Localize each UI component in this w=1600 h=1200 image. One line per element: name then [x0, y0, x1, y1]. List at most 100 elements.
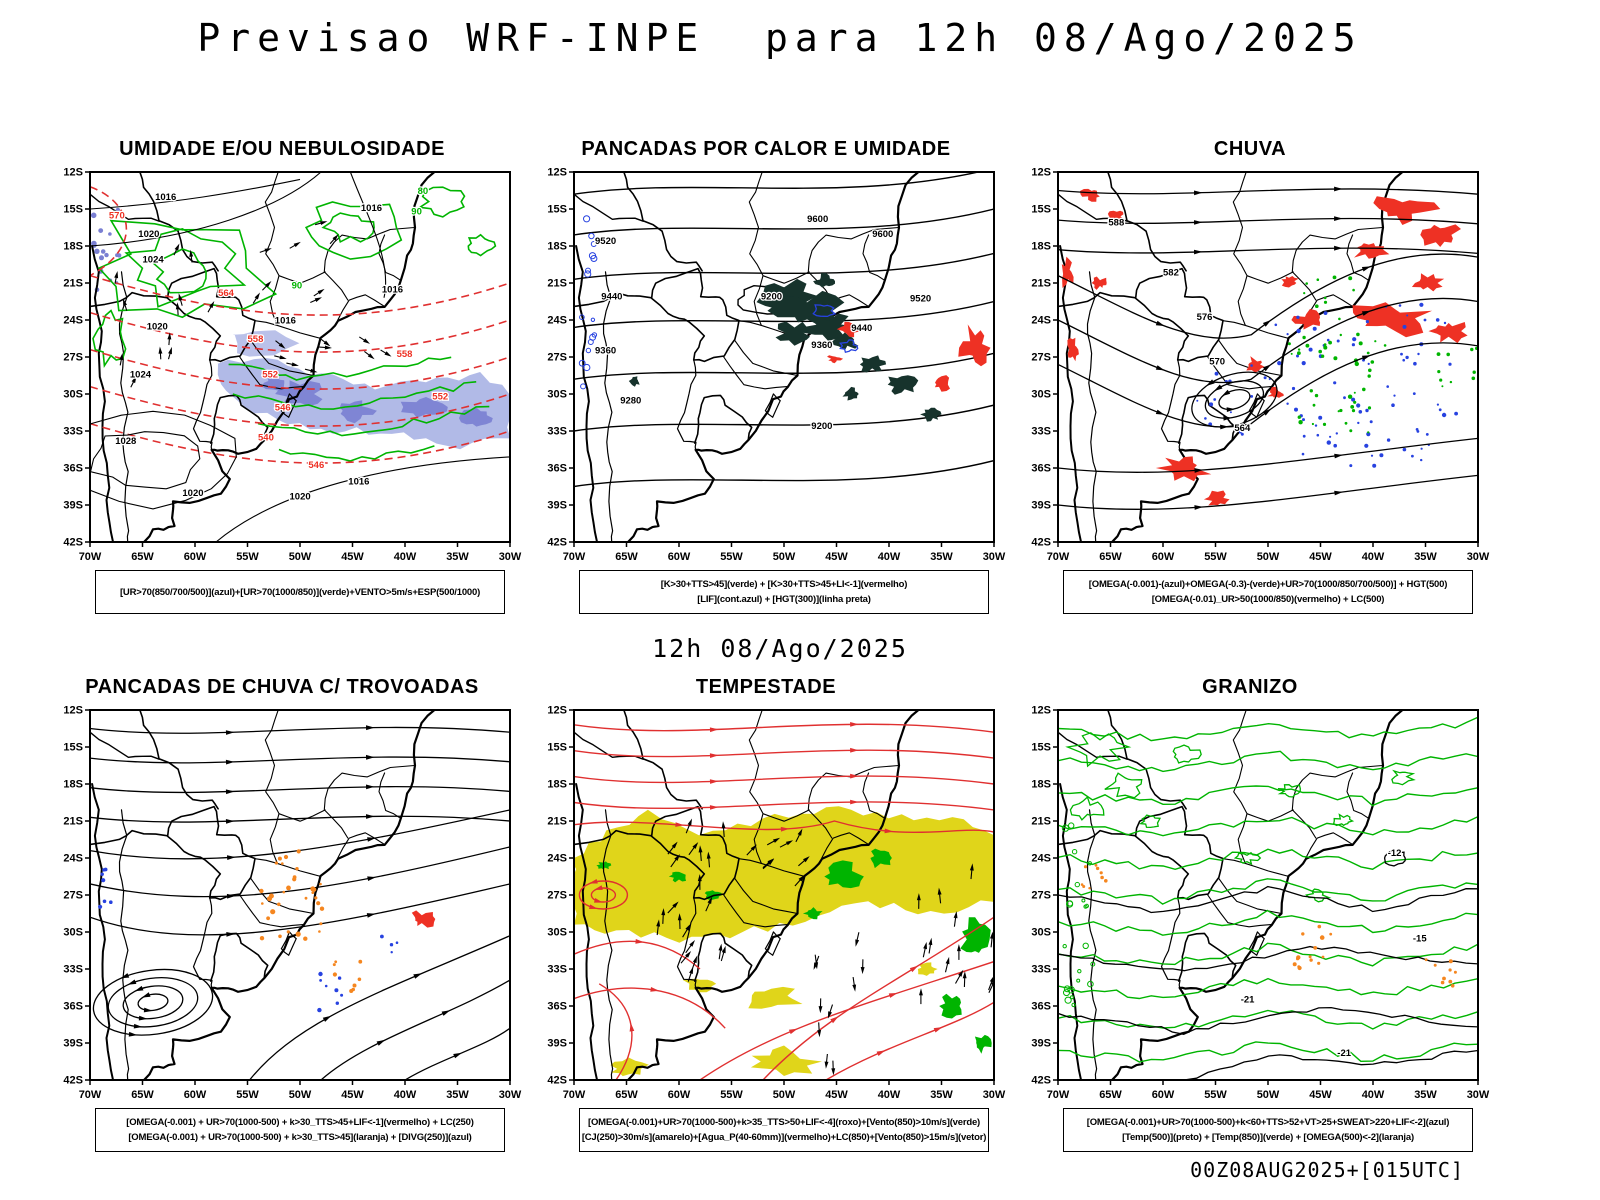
panel-tempestade: TEMPESTADE 12S 15S 18S 21S 24S 27S 30S 33S 36S 39S… [524, 676, 1008, 1152]
lat-axis-label: 12S [1031, 705, 1051, 717]
lon-axis-label: 60W [668, 551, 691, 563]
map-geography [574, 710, 920, 1080]
map-geography [1058, 710, 1404, 1080]
lat-axis-label: 36S [63, 463, 83, 475]
lon-axis-label: 35W [446, 1089, 469, 1101]
lat-axis-label: 27S [1031, 352, 1051, 364]
panel-title-umidade: UMIDADE E/OU NEBULOSIDADE [119, 138, 445, 160]
caption-line: [K>30+TTS>45](verde) + [K>30+TTS>45+LI<-… [660, 579, 908, 590]
contour-label: 1028 [115, 436, 136, 447]
panel-title-tempestade: TEMPESTADE [695, 676, 837, 698]
map-overlays [574, 172, 994, 488]
lon-axis-label: 55W [236, 551, 259, 563]
caption-line: [LIF](cont.azul) + [HGT(300)](linha pret… [697, 594, 871, 605]
map-tempestade: 12S 15S 18S 21S 24S 27S 30S 33S 36S 39S 42S 70W 65W 6… [547, 705, 1006, 1102]
lat-axis-label: 30S [63, 927, 83, 939]
map-geography [90, 710, 436, 1080]
lon-axis-label: 50W [773, 551, 796, 563]
lat-axis-label: 21S [547, 278, 567, 290]
caption-pancadas: [K>30+TTS>45](verde) + [K>30+TTS>45+LI<-… [579, 570, 989, 614]
lat-axis-label: 36S [547, 463, 567, 475]
panel-title-granizo: GRANIZO [1202, 676, 1298, 698]
contour-label: 9600 [807, 214, 828, 225]
lat-axis-label: 21S [1031, 278, 1051, 290]
caption-line: [OMEGA(-0.001)+UR>70(1000-500)+k>35_TTS>… [587, 1117, 980, 1128]
contour-label: 1016 [275, 316, 296, 327]
lat-axis-label: 21S [63, 816, 83, 828]
map-labels: 588 582 576 570 564 [1107, 216, 1252, 435]
map-labels: 1016 1016 1020 1024 1016 1016 1020 1024 1028 1016… [108, 185, 450, 504]
lat-axis-label: 30S [547, 389, 567, 401]
lon-axis-label: 40W [878, 1089, 901, 1101]
lat-axis-label: 12S [63, 167, 83, 179]
lat-axis-label: 33S [547, 964, 567, 976]
lon-axis-label: 70W [1047, 551, 1070, 563]
caption-line: [OMEGA(-0.001)-(azul)+OMEGA(-0.3)-(verde… [1088, 579, 1448, 590]
map-axes: 12S 15S 18S 21S 24S 27S 30S 33S 36S 39S 42S 70W 65W 6… [1031, 167, 1490, 564]
contour-label: 80 [418, 186, 429, 197]
panel-title-chuva: CHUVA [1213, 138, 1287, 160]
lat-axis-label: 33S [1031, 964, 1051, 976]
panel-granizo: GRANIZO -12 -15 -21 -21 12S 15S 18S 21S 24S 27S 30S… [1008, 676, 1492, 1152]
map-axes: 12S 15S 18S 21S 24S 27S 30S 33S 36S 39S 42S 70W 65W 6… [547, 167, 1006, 564]
lon-axis-label: 40W [394, 551, 417, 563]
contour-label: 9600 [872, 229, 893, 240]
lon-axis-label: 35W [930, 551, 953, 563]
contour-label: 9360 [811, 340, 832, 351]
lat-axis-label: 12S [547, 167, 567, 179]
lat-axis-label: 39S [63, 500, 83, 512]
contour-label: 588 [1108, 218, 1124, 229]
contour-label: 9200 [811, 421, 832, 432]
lon-axis-label: 45W [341, 551, 364, 563]
lat-axis-label: 18S [547, 241, 567, 253]
panel-title-pancadas: PANCADAS POR CALOR E UMIDADE [581, 138, 951, 160]
lon-axis-label: 65W [615, 1089, 638, 1101]
contour-label: -12 [1388, 848, 1402, 859]
contour-label: 1020 [147, 321, 168, 332]
lon-axis-label: 60W [1152, 551, 1175, 563]
lat-axis-label: 27S [1031, 890, 1051, 902]
lat-axis-label: 15S [1031, 204, 1051, 216]
lat-axis-label: 42S [547, 1075, 567, 1087]
contour-label: -21 [1337, 1048, 1351, 1059]
contour-label: 582 [1163, 268, 1179, 279]
contour-label: 9200 [761, 292, 782, 303]
lat-axis-label: 42S [1031, 1075, 1051, 1087]
lon-axis-label: 70W [1047, 1089, 1070, 1101]
lon-axis-label: 45W [825, 551, 848, 563]
lon-axis-label: 45W [1309, 551, 1332, 563]
map-overlays [574, 722, 994, 1080]
lat-axis-label: 36S [547, 1001, 567, 1013]
panel-title-trovoadas: PANCADAS DE CHUVA C/ TROVOADAS [85, 676, 479, 698]
contour-label: 552 [262, 369, 278, 380]
lat-axis-label: 21S [63, 278, 83, 290]
lat-axis-label: 42S [1031, 537, 1051, 549]
lon-axis-label: 50W [289, 1089, 312, 1101]
map-axes: 12S 15S 18S 21S 24S 27S 30S 33S 36S 39S 42S 70W 65W 6… [63, 705, 522, 1102]
caption-umidade: [UR>70(850/700/500)](azul)+[UR>70(1000/8… [95, 570, 505, 614]
lon-axis-label: 30W [499, 551, 522, 563]
lat-axis-label: 39S [1031, 1038, 1051, 1050]
lon-axis-label: 50W [1257, 1089, 1280, 1101]
contour-label: 1024 [143, 255, 165, 266]
map-overlays [1058, 716, 1478, 1080]
lon-axis-label: 50W [289, 551, 312, 563]
lat-axis-label: 39S [1031, 500, 1051, 512]
lon-axis-label: 35W [930, 1089, 953, 1101]
caption-line: [Temp(500)](preto) + [Temp(850)](verde) … [1122, 1132, 1414, 1143]
caption-line: [OMEGA(-0.001) + UR>70(1000-500) + k>30_… [128, 1132, 472, 1143]
lat-axis-label: 33S [63, 964, 83, 976]
map-pancadas: 9600 9600 9520 9520 9440 9440 9360 9360 9280 9200… [547, 167, 1006, 564]
caption-line: [UR>70(850/700/500)](azul)+[UR>70(1000/8… [119, 586, 481, 598]
contour-label: 1020 [290, 491, 311, 502]
map-overlays [1058, 186, 1478, 511]
lon-axis-label: 35W [1414, 1089, 1437, 1101]
map-axes: 12S 15S 18S 21S 24S 27S 30S 33S 36S 39S 42S 70W 65W 6… [547, 705, 1006, 1102]
lon-axis-label: 70W [563, 1089, 586, 1101]
map-chuva: 588 582 576 570 564 12S 15S 18S 21S 24S 27S 30S 33S 3… [1031, 167, 1490, 564]
lat-axis-label: 24S [547, 315, 567, 327]
lon-axis-label: 70W [79, 551, 102, 563]
lat-axis-label: 27S [63, 890, 83, 902]
panel-pancadas: PANCADAS POR CALOR E UMIDADE 9600 9600 9520… [524, 138, 1008, 614]
